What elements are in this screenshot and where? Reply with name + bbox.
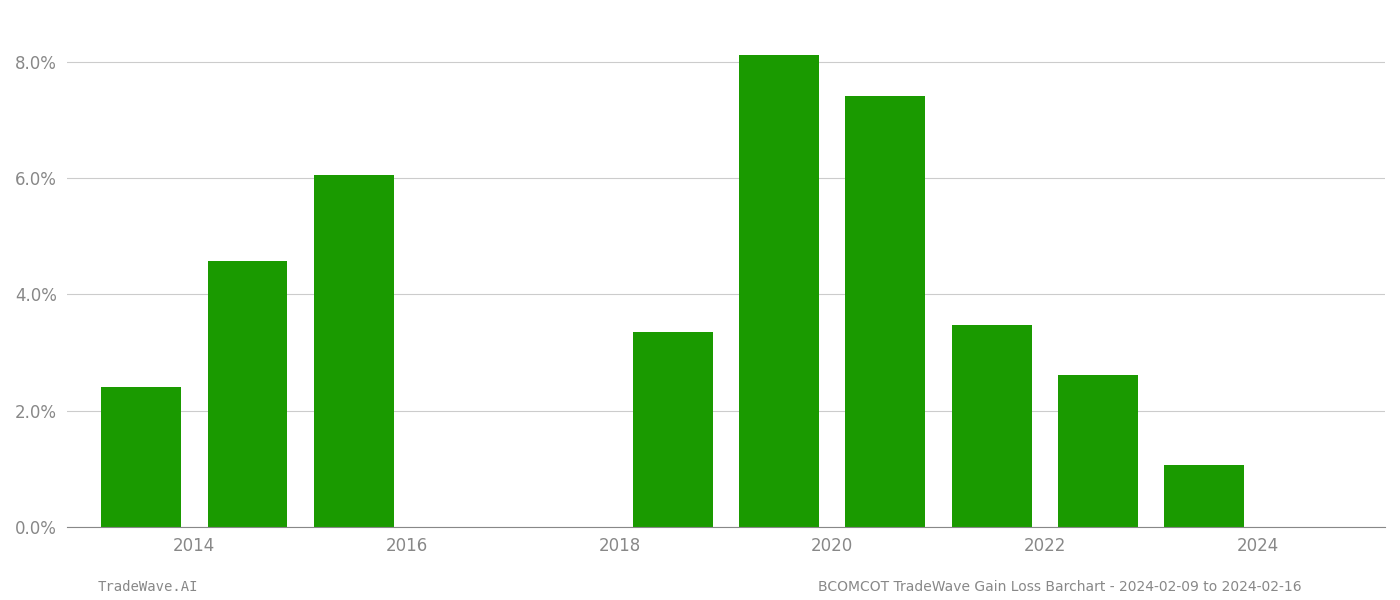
Bar — [846, 97, 925, 527]
Bar — [739, 55, 819, 527]
Bar — [101, 387, 181, 527]
Bar — [633, 332, 713, 527]
Bar — [1058, 375, 1138, 527]
Bar — [207, 260, 287, 527]
Bar — [1165, 465, 1245, 527]
Bar — [314, 175, 393, 527]
Bar — [952, 325, 1032, 527]
Text: TradeWave.AI: TradeWave.AI — [98, 580, 199, 594]
Text: BCOMCOT TradeWave Gain Loss Barchart - 2024-02-09 to 2024-02-16: BCOMCOT TradeWave Gain Loss Barchart - 2… — [819, 580, 1302, 594]
